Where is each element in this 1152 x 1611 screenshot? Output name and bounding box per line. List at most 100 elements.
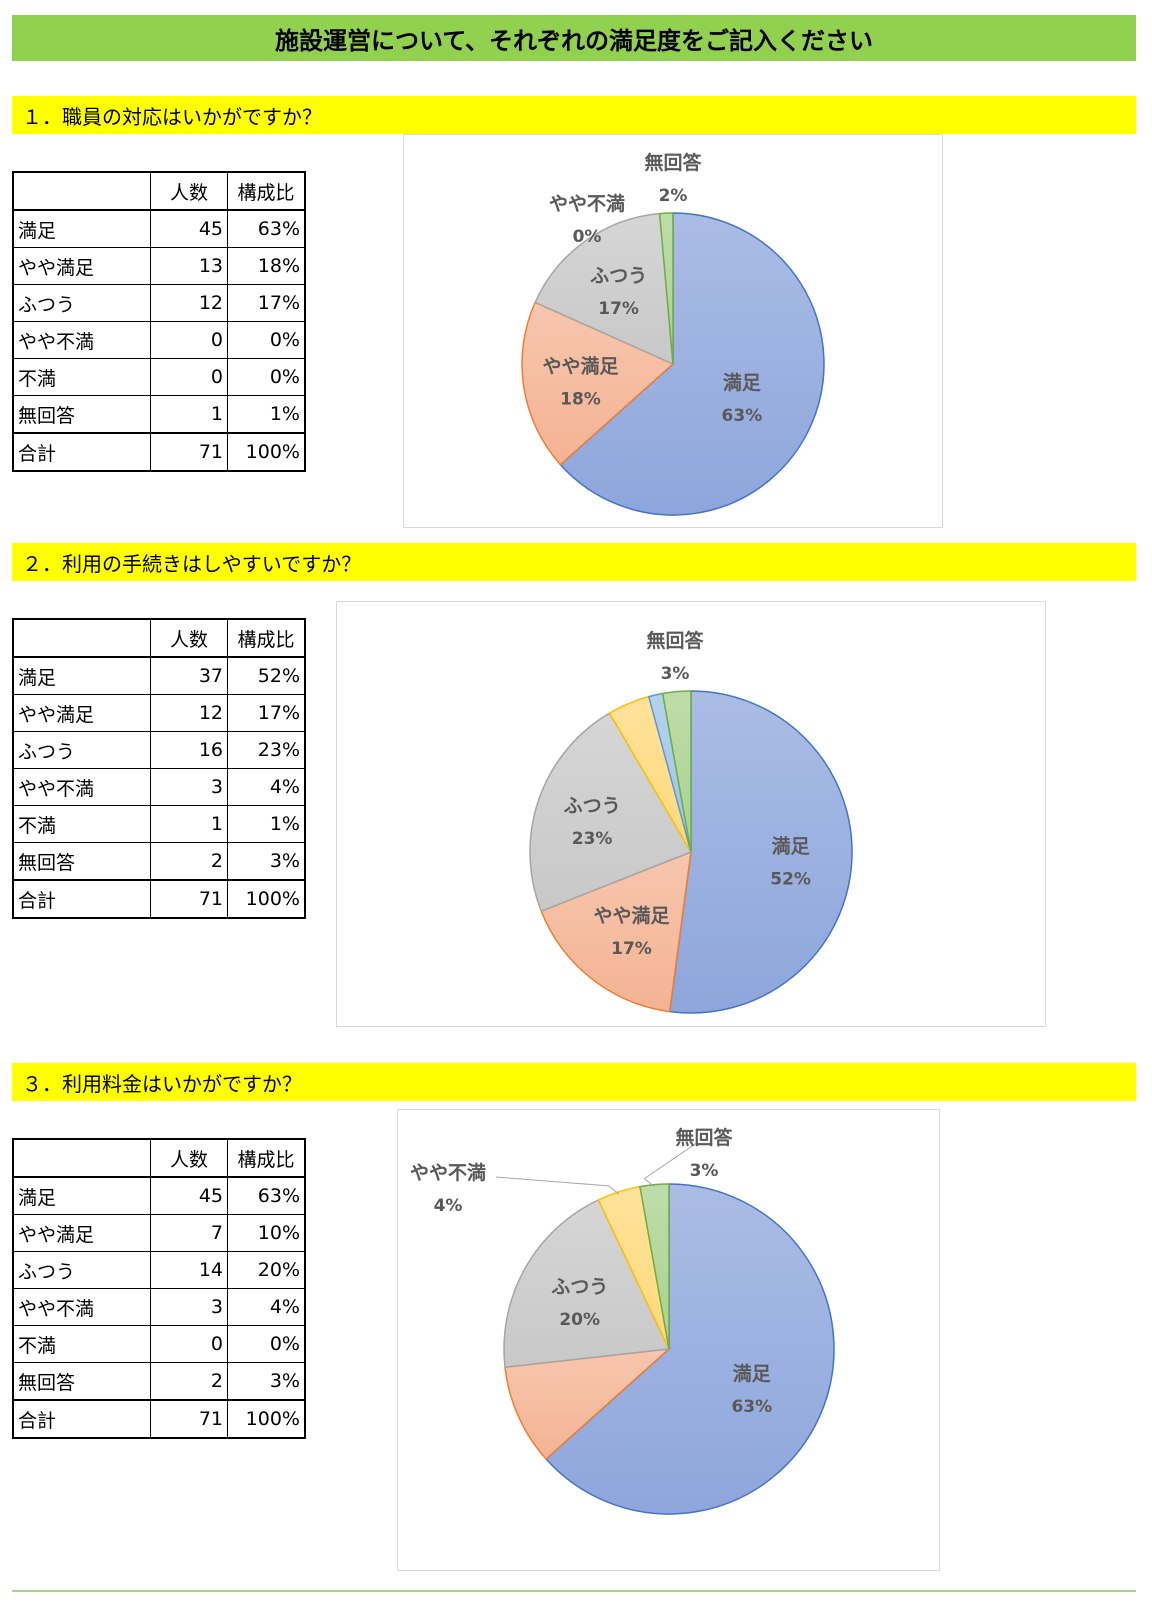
pie-slice-満足 [544,1183,835,1515]
data-label-category: やや不満 [549,193,625,215]
question-2-label: ２．利用の手続きはしやすいですか？ [22,551,362,576]
footer-divider [12,1590,1136,1592]
question-1-table: 人数 構成比 満足 45 63% やや満足 13 18% ふつう 12 17% やや不満 0 0… [12,171,306,472]
data-label-value: 20% [559,1310,600,1330]
row-label: やや不満 [12,321,151,359]
row-count: 12 [150,694,228,732]
row-ratio: 100% [227,879,306,919]
row-ratio: 100% [227,432,306,472]
row-count: 1 [150,805,228,843]
row-count: 14 [150,1251,228,1289]
row-label: 合計 [12,432,151,472]
data-label-value: 4% [434,1196,463,1216]
pie-chart-3-frame: 満足 63% ふつう 20% やや不満 4% 無回答 3% [397,1109,940,1571]
table-row: 無回答 2 3% [12,842,306,881]
data-label-value: 3% [690,1161,719,1181]
question-3-bar: ３．利用料金はいかがですか？ [12,1063,1136,1101]
data-label-value: 3% [661,664,690,684]
row-label: 不満 [12,1325,151,1363]
table-header-row: 人数 構成比 [12,1138,306,1178]
row-count: 0 [150,358,228,396]
table-row: ふつう 16 23% [12,731,306,769]
row-label: 無回答 [12,1362,151,1401]
row-count: 71 [150,879,228,919]
row-label: 合計 [12,879,151,919]
row-ratio: 52% [227,656,306,695]
row-label: やや不満 [12,1288,151,1326]
leader-line-やや不満 [495,1176,620,1195]
row-count: 2 [150,1362,228,1401]
row-count: 45 [150,209,228,248]
row-ratio: 1% [227,395,306,434]
table-total-row: 合計 71 100% [12,432,306,472]
row-ratio: 63% [227,1176,306,1215]
data-label-value: 63% [722,406,763,426]
pie-chart-2-frame: 満足 52% やや満足 17% ふつう 23% 無回答 3% [336,601,1046,1027]
row-label: やや不満 [12,768,151,806]
pie-slice-ふつう [529,712,693,913]
data-label-category: 無回答 [646,629,704,652]
table-row: 不満 0 0% [12,1325,306,1363]
pie-slice-無回答 [639,1183,670,1350]
table-row: やや不満 0 0% [12,321,306,359]
pie-chart-2: 満足 52% やや満足 17% ふつう 23% 無回答 3% [529,629,853,1014]
header-count: 人数 [150,171,228,211]
row-label: ふつう [12,1251,151,1289]
table-row: 満足 45 63% [12,209,306,248]
row-label: やや満足 [12,694,151,732]
table-header-row: 人数 構成比 [12,171,306,211]
data-label-category: 無回答 [644,151,702,174]
question-1-label: １．職員の対応はいかがですか？ [22,104,322,129]
data-label-value: 17% [611,939,652,959]
data-label-value: 0% [573,227,602,247]
row-label: 無回答 [12,842,151,881]
row-ratio: 3% [227,842,306,881]
data-label-value: 63% [731,1397,772,1417]
pie-slice-無回答 [661,690,692,853]
header-count: 人数 [150,1138,228,1178]
table-row: やや満足 7 10% [12,1214,306,1252]
row-ratio: 23% [227,731,306,769]
data-label-category: 満足 [772,836,811,858]
pie-chart-1-frame: 満足 63% やや満足 18% ふつう 17% やや不満 0% 無回答 2% [403,134,943,528]
data-label-category: ふつう [564,795,621,817]
row-label: やや満足 [12,247,151,285]
row-ratio: 1% [227,805,306,843]
table-row: やや満足 12 17% [12,694,306,732]
row-ratio: 4% [227,768,306,806]
data-label-value: 2% [659,186,688,206]
row-count: 3 [150,768,228,806]
row-ratio: 0% [227,1325,306,1363]
row-ratio: 4% [227,1288,306,1326]
table-total-row: 合計 71 100% [12,1399,306,1439]
question-3-label: ３．利用料金はいかがですか？ [22,1071,302,1096]
table-total-row: 合計 71 100% [12,879,306,919]
table-row: やや不満 3 4% [12,1288,306,1326]
page-title-bar: 施設運営について、それぞれの満足度をご記入ください [12,15,1136,61]
data-label-category: ふつう [551,1276,608,1298]
data-label-category: 無回答 [675,1126,733,1149]
row-count: 3 [150,1288,228,1326]
pie-slice-やや満足 [540,850,692,1013]
row-label: 満足 [12,1176,151,1215]
pie-slice-無回答 [658,212,674,365]
pie-slice-満足 [559,212,825,516]
header-blank [12,618,151,658]
header-blank [12,1138,151,1178]
row-label: 満足 [12,656,151,695]
row-label: 満足 [12,209,151,248]
row-count: 45 [150,1176,228,1215]
header-ratio: 構成比 [227,1138,306,1178]
row-count: 71 [150,1399,228,1439]
question-3-table: 人数 構成比 満足 45 63% やや満足 7 10% ふつう 14 20% やや不満 3 4%… [12,1138,306,1439]
table-row: 満足 37 52% [12,656,306,695]
table-header-row: 人数 構成比 [12,618,306,658]
question-2-table: 人数 構成比 満足 37 52% やや満足 12 17% ふつう 16 23% やや不満 3 4… [12,618,306,919]
table-row: ふつう 14 20% [12,1251,306,1289]
data-label-value: 52% [770,870,811,890]
pie-slice-やや満足 [521,301,675,466]
pie-slice-ふつう [503,1198,671,1369]
row-label: やや満足 [12,1214,151,1252]
table-row: やや不満 3 4% [12,768,306,806]
row-ratio: 0% [227,321,306,359]
